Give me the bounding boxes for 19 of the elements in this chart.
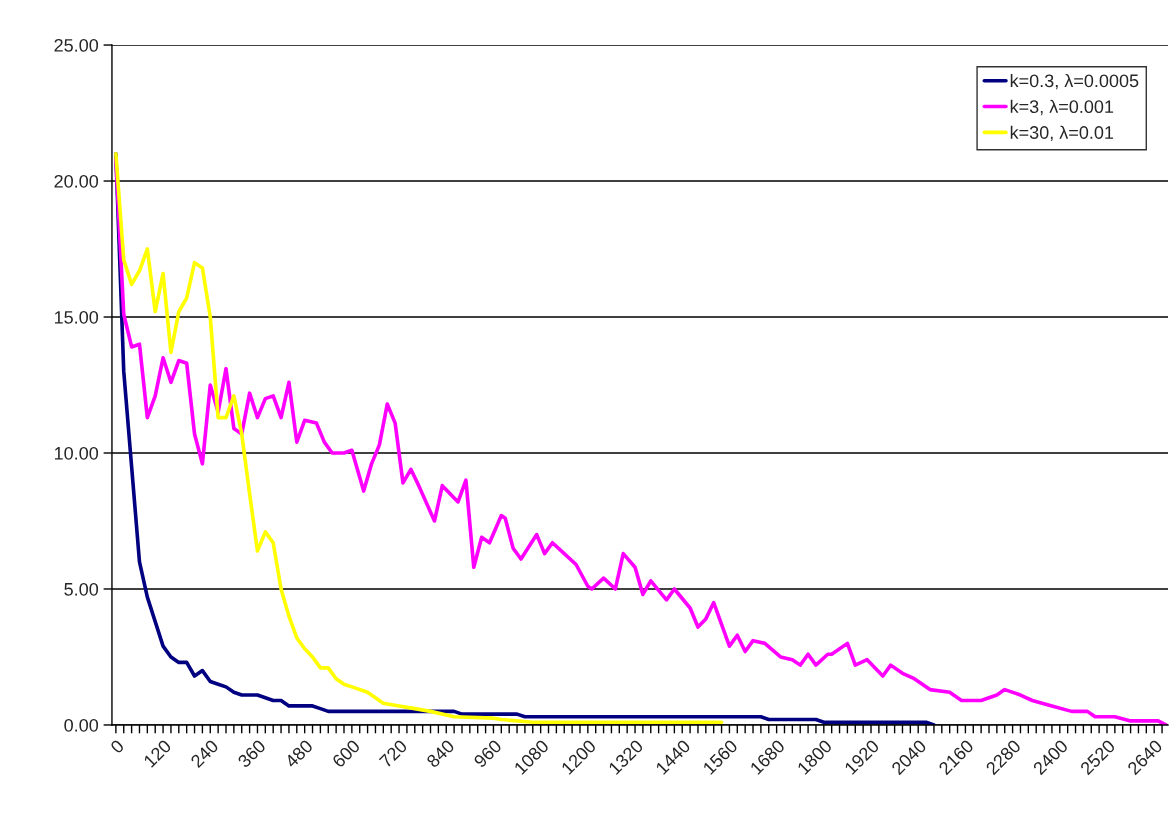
line-series <box>114 152 724 725</box>
x-tick-label: 600 <box>331 738 361 769</box>
y-tick-label: 20.00 <box>54 174 99 188</box>
y-tick-label: 0.00 <box>64 718 99 732</box>
x-tick-label: 240 <box>189 738 220 769</box>
y-tick-label: 5.00 <box>64 582 99 596</box>
x-tick-label: 960 <box>473 738 503 769</box>
y-tick-label: 25.00 <box>54 38 99 52</box>
legend-label: k=3, λ=0.001 <box>1010 99 1114 116</box>
legend-label: k=30, λ=0.01 <box>1010 125 1114 142</box>
x-tick-label: 120 <box>143 738 172 768</box>
x-tick-label: 480 <box>284 738 314 769</box>
x-tick-label: 720 <box>378 738 408 769</box>
y-tick-label: 10.00 <box>54 446 99 460</box>
x-tick-label: 360 <box>236 738 267 769</box>
x-tick-label: 840 <box>425 738 456 769</box>
x-tick-label: 0 <box>109 738 125 755</box>
legend-label: k=0.3, λ=0.0005 <box>1010 73 1139 90</box>
y-tick-label: 15.00 <box>54 310 99 324</box>
